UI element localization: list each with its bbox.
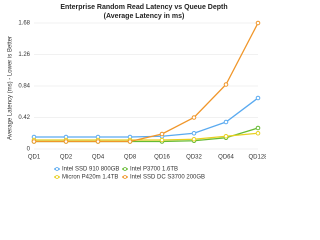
- series-line: [34, 132, 259, 141]
- legend-label: Intel P3700 1.6TB: [130, 167, 178, 173]
- legend-marker: [123, 175, 127, 179]
- point: [255, 95, 261, 101]
- x-tick-label: QD1: [28, 155, 41, 161]
- point: [159, 137, 165, 143]
- x-tick-label: QD2: [60, 155, 73, 161]
- point: [255, 130, 261, 136]
- point: [63, 139, 69, 144]
- y-tick-label: 1.68: [18, 21, 30, 27]
- x-tick-label: QD128: [248, 155, 266, 161]
- legend-marker: [123, 167, 127, 171]
- chart: Enterprise Random Read Latency vs Queue …: [8, 4, 266, 181]
- x-tick-label: QD32: [186, 155, 202, 161]
- x-tick-label: QD4: [92, 155, 105, 161]
- legend-marker: [55, 175, 59, 179]
- x-tick-label: QD8: [124, 155, 137, 161]
- point: [191, 130, 197, 136]
- point: [191, 136, 197, 142]
- point: [223, 82, 229, 87]
- legend-marker: [55, 167, 59, 171]
- x-tick-label: QD16: [154, 155, 170, 161]
- legend-label: Intel SSD 910 800GB: [62, 167, 119, 173]
- point: [95, 139, 101, 144]
- series-line: [34, 22, 259, 143]
- point: [223, 133, 229, 139]
- y-tick-label: 0.84: [18, 84, 30, 90]
- point: [255, 125, 261, 131]
- y-tick-label: 0.42: [18, 115, 30, 121]
- y-axis-label: Average Latency (ms) - Lower is Better: [8, 36, 14, 140]
- chart-title: Enterprise Random Read Latency vs Queue …: [60, 4, 227, 11]
- legend-label: Intel SSD DC S3700 200GB: [130, 175, 205, 181]
- legend-label: Micron P420m 1.4TB: [62, 175, 118, 181]
- y-tick-label: 0: [27, 147, 31, 153]
- point: [191, 115, 197, 120]
- x-tick-label: QD64: [218, 155, 234, 161]
- point: [159, 131, 165, 137]
- point: [31, 139, 37, 144]
- series-line: [34, 97, 259, 138]
- chart-subtitle: (Average Latency in ms): [104, 13, 185, 20]
- y-tick-label: 1.26: [18, 52, 30, 58]
- point: [223, 119, 229, 125]
- point: [127, 139, 133, 144]
- point: [255, 20, 261, 26]
